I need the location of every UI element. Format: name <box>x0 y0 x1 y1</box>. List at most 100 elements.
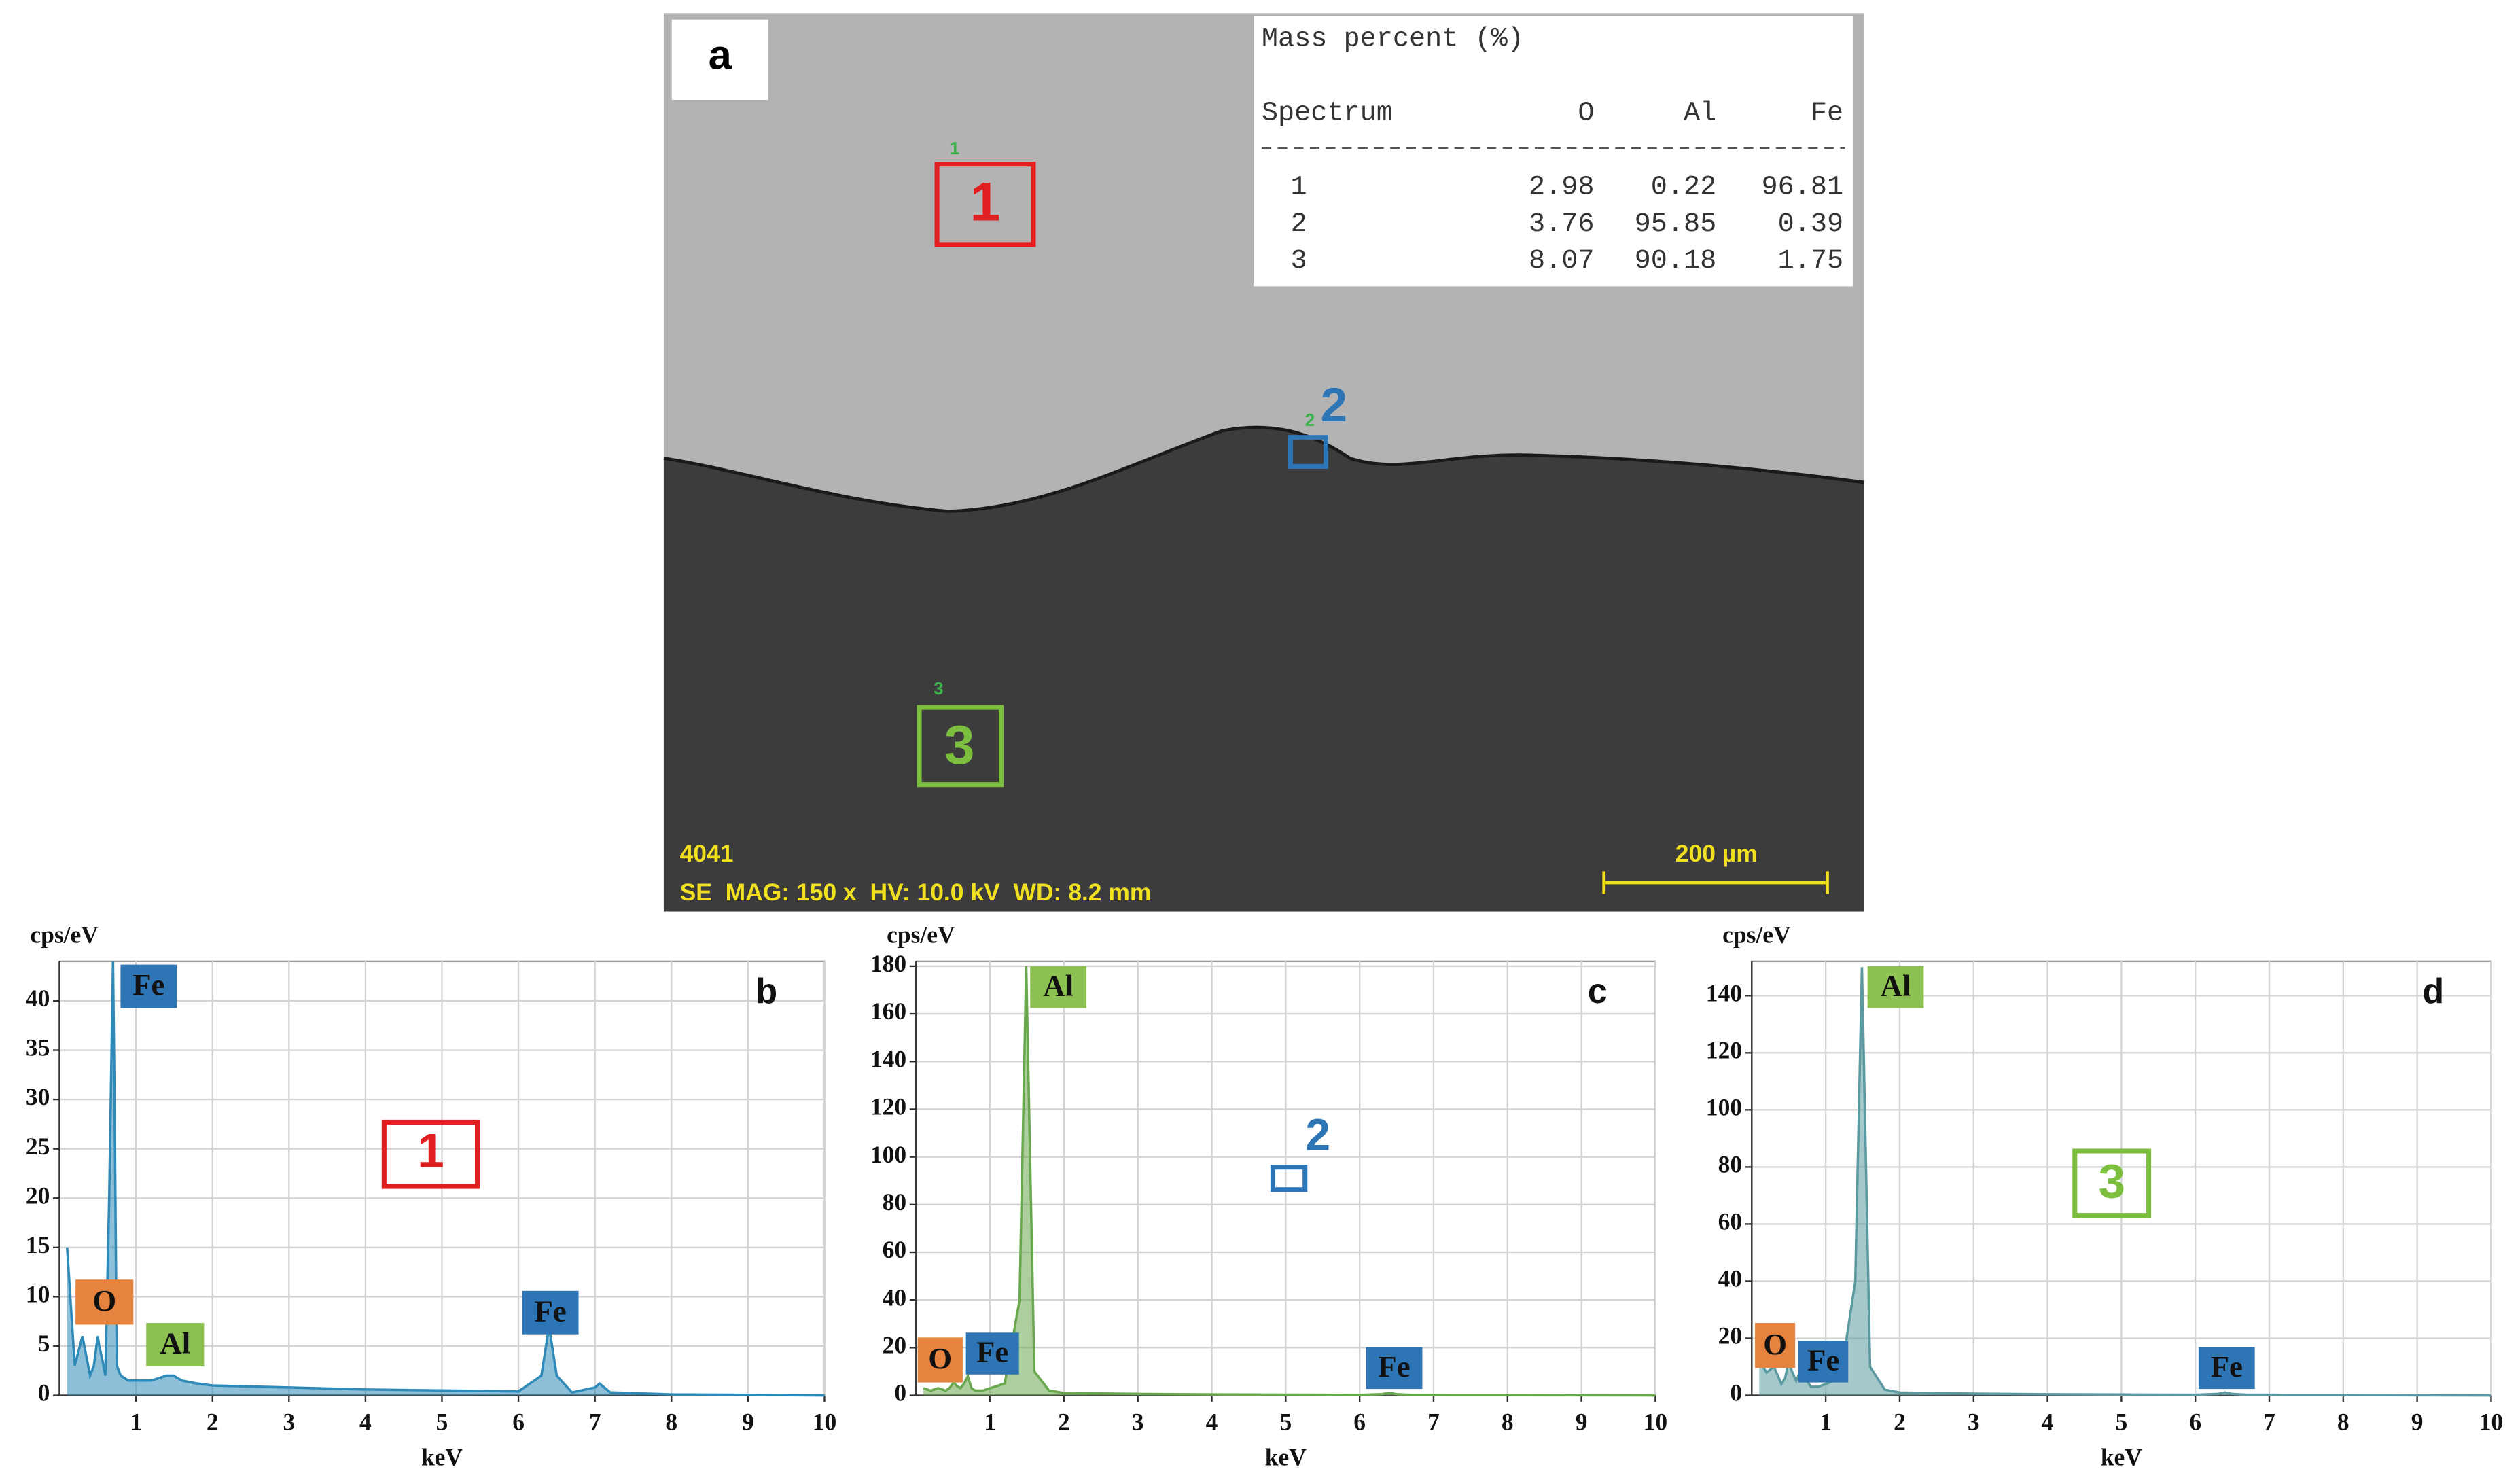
y-tick-label: 120 <box>870 1093 906 1120</box>
y-tick-label: 0 <box>1730 1379 1742 1407</box>
peak-label-box <box>917 1337 963 1383</box>
table-cell: 0.39 <box>1778 209 1844 240</box>
peak-label: Fe <box>976 1335 1008 1369</box>
table-cell: 2 <box>1290 209 1307 240</box>
region-label: 3 <box>2098 1154 2125 1208</box>
y-tick-label: 40 <box>1718 1265 1742 1292</box>
table-cell: 0.22 <box>1651 172 1717 202</box>
x-tick-label: 8 <box>2337 1408 2349 1435</box>
x-tick-label: 6 <box>1353 1408 1366 1435</box>
x-tick-label: 4 <box>359 1408 372 1435</box>
x-tick-label: 1 <box>1820 1408 1832 1435</box>
interface-line <box>663 425 1865 513</box>
x-axis-label: keV <box>1265 1443 1307 1470</box>
peak-label-box <box>1867 966 1924 1008</box>
y-tick-label: 160 <box>870 997 906 1025</box>
y-tick-label: 5 <box>38 1330 50 1357</box>
x-tick-label: 2 <box>207 1408 219 1435</box>
x-tick-label: 7 <box>589 1408 601 1435</box>
region-label: 1 <box>970 171 1001 232</box>
x-tick-label: 3 <box>1968 1408 1980 1435</box>
peak-label-box <box>965 1332 1019 1375</box>
y-tick-label: 40 <box>26 985 50 1012</box>
y-tick-label: 100 <box>870 1141 906 1168</box>
x-tick-label: 4 <box>2042 1408 2054 1435</box>
y-tick-label: 120 <box>1706 1036 1742 1063</box>
x-tick-label: 6 <box>512 1408 525 1435</box>
table-cell: 8.07 <box>1529 246 1595 277</box>
panel-label: a <box>709 32 732 79</box>
peak-label-box <box>1798 1341 1849 1383</box>
y-tick-label: 40 <box>883 1284 906 1311</box>
table-cell: 90.18 <box>1635 246 1717 277</box>
panel-label-box <box>671 19 768 101</box>
peak-label-box <box>120 964 177 1008</box>
region-box <box>1288 435 1329 469</box>
peak-label: O <box>92 1284 116 1318</box>
table-cell: 95.85 <box>1635 209 1717 240</box>
peak-label-box <box>146 1323 205 1366</box>
peak-label: Al <box>1043 968 1073 1002</box>
y-tick-label: 100 <box>1706 1094 1742 1121</box>
x-tick-label: 2 <box>1894 1408 1906 1435</box>
y-tick-label: 140 <box>870 1045 906 1072</box>
sample-id: 4041 <box>680 840 734 867</box>
table-title: Mass percent (%) <box>1262 24 1524 55</box>
y-tick-label: 20 <box>883 1332 906 1359</box>
y-axis-label: cps/eV <box>30 921 99 949</box>
y-tick-label: 80 <box>1718 1151 1742 1178</box>
x-tick-label: 8 <box>665 1408 677 1435</box>
y-tick-label: 80 <box>883 1188 906 1216</box>
y-tick-label: 15 <box>26 1231 50 1258</box>
peak-label: Fe <box>1807 1343 1839 1377</box>
panel-label: c <box>1588 972 1608 1011</box>
table-box <box>1254 16 1853 287</box>
x-tick-label: 1 <box>984 1408 996 1435</box>
peak-label: Fe <box>1378 1349 1410 1383</box>
peak-label: Al <box>1881 968 1911 1002</box>
x-tick-label: 6 <box>2189 1408 2201 1435</box>
x-tick-label: 9 <box>1576 1408 1588 1435</box>
peak-label: Fe <box>132 968 164 1002</box>
region-box <box>934 162 1036 247</box>
peak-label: Fe <box>2211 1349 2243 1383</box>
y-tick-label: 20 <box>1718 1322 1742 1349</box>
peak-label: Al <box>160 1326 190 1360</box>
y-tick-label: 140 <box>1706 979 1742 1006</box>
x-tick-label: 8 <box>1502 1408 1514 1435</box>
table-cell: 1 <box>1290 172 1307 202</box>
table-cell: 1.75 <box>1778 246 1844 277</box>
x-axis-label: keV <box>421 1443 463 1470</box>
peak-label-box <box>1366 1347 1423 1390</box>
x-axis-label: keV <box>2101 1443 2142 1470</box>
x-tick-label: 7 <box>2263 1408 2275 1435</box>
region-box <box>2072 1148 2152 1218</box>
peak-label-box <box>75 1279 134 1325</box>
panel-label: b <box>756 972 777 1011</box>
peak-label-box <box>2198 1347 2255 1390</box>
table-cell: 2.98 <box>1529 172 1595 202</box>
table-cell: 3 <box>1290 246 1307 277</box>
y-tick-label: 0 <box>894 1379 906 1407</box>
x-tick-label: 3 <box>283 1408 295 1435</box>
panel-label: d <box>2422 972 2444 1011</box>
y-axis-label: cps/eV <box>1722 921 1791 949</box>
table-header: Spectrum <box>1262 99 1393 129</box>
region-label: 2 <box>1305 1110 1330 1161</box>
peak-label: O <box>928 1341 952 1375</box>
sem-panel: a 4041 SE MAG: 150 x HV: 10.0 kV WD: 8.2… <box>663 13 1865 912</box>
x-tick-label: 2 <box>1058 1408 1070 1435</box>
scale-bar-label: 200 µm <box>1675 840 1758 867</box>
table-header: Al <box>1684 99 1716 129</box>
y-tick-label: 25 <box>26 1133 50 1160</box>
spectrum-line <box>923 966 1656 1397</box>
y-tick-label: 35 <box>26 1034 50 1061</box>
x-tick-label: 10 <box>813 1408 836 1435</box>
region-label: 1 <box>417 1124 444 1178</box>
y-tick-label: 180 <box>870 950 906 977</box>
x-tick-label: 5 <box>2116 1408 2128 1435</box>
x-tick-label: 4 <box>1206 1408 1218 1435</box>
table-header: O <box>1578 99 1594 129</box>
x-tick-label: 10 <box>1644 1408 1667 1435</box>
x-tick-label: 9 <box>2411 1408 2424 1435</box>
